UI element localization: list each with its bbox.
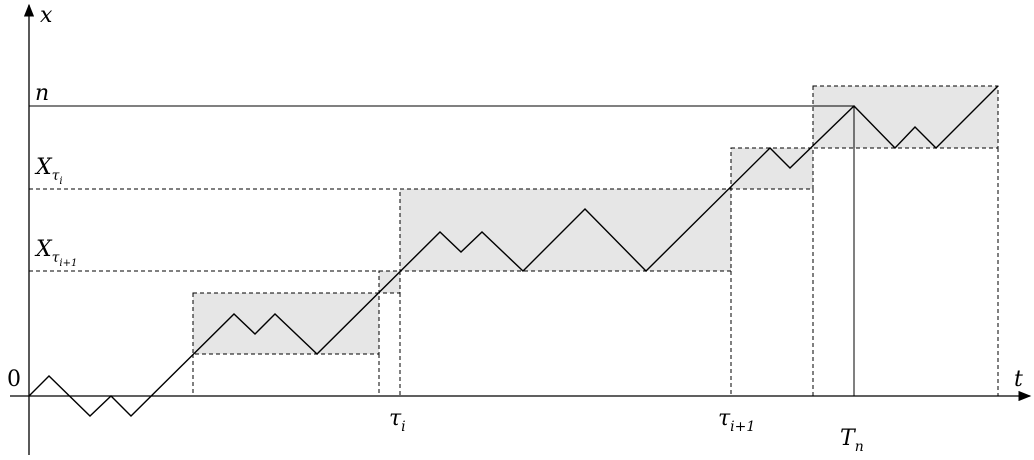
box-5	[812, 85, 999, 149]
x-tau-i-label: Xτi	[34, 155, 63, 187]
x-axis-label: x	[40, 3, 53, 28]
tau-i1-label: τi+1	[718, 406, 755, 435]
x-tau-i1-label: Xτi+1	[34, 237, 77, 269]
walk-path	[28, 85, 999, 417]
t-axis-label: t	[1014, 367, 1023, 392]
tau-i-label: τi	[389, 406, 406, 435]
box-1	[192, 292, 380, 355]
box-3	[399, 188, 732, 272]
level-n-label: n	[35, 81, 49, 106]
vertical-guides	[192, 148, 999, 396]
horizontal-guides	[29, 188, 813, 272]
origin-label: 0	[7, 367, 21, 392]
T-n-label: Tn	[840, 426, 864, 455]
box-4	[730, 147, 814, 190]
